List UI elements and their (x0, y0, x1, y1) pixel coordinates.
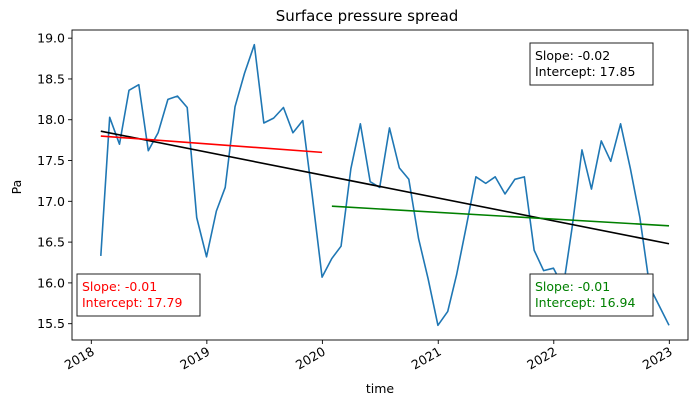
annotation-text: Slope: -0.01 (82, 279, 157, 294)
annotation-text: Intercept: 17.79 (82, 295, 182, 310)
x-tick-label: 2023 (640, 344, 675, 373)
annotation-text: Slope: -0.02 (535, 48, 610, 63)
x-tick-label: 2022 (524, 344, 559, 373)
x-tick-label: 2020 (293, 344, 328, 373)
y-tick-label: 19.0 (37, 31, 65, 46)
trend-line-2 (100, 135, 323, 154)
chart-title: Surface pressure spread (276, 7, 459, 25)
trend-line-3 (331, 205, 670, 227)
y-axis-label: Pa (9, 180, 24, 195)
annotation-box (529, 42, 654, 86)
x-tick-label: 2019 (177, 344, 212, 373)
annotation-text: Intercept: 17.85 (535, 64, 635, 79)
x-tick-label: 2021 (409, 344, 444, 373)
y-axis: 15.5 16.0 16.5 17.0 17.5 18.0 18.5 19.0 (37, 31, 72, 331)
x-tick-label: 2018 (62, 344, 97, 373)
x-axis-label: time (366, 381, 395, 396)
y-tick-label: 18.0 (37, 112, 65, 127)
annotation-text: Slope: -0.01 (535, 279, 610, 294)
annotation-box (529, 273, 654, 317)
plot-area (71, 29, 689, 341)
y-tick-label: 16.0 (37, 275, 65, 290)
y-tick-label: 15.5 (37, 316, 65, 331)
series-layer (100, 43, 670, 327)
plot-frame (71, 29, 689, 341)
y-tick-label: 16.5 (37, 235, 65, 250)
x-axis: 2018 2019 2020 2021 2022 2023 (62, 340, 675, 373)
annotation-box (76, 273, 201, 317)
data-line (100, 43, 670, 327)
y-tick-label: 17.0 (37, 194, 65, 209)
annotation-text: Intercept: 16.94 (535, 295, 635, 310)
y-tick-label: 17.5 (37, 153, 65, 168)
trend-line-1 (100, 130, 670, 245)
y-tick-label: 18.5 (37, 71, 65, 86)
